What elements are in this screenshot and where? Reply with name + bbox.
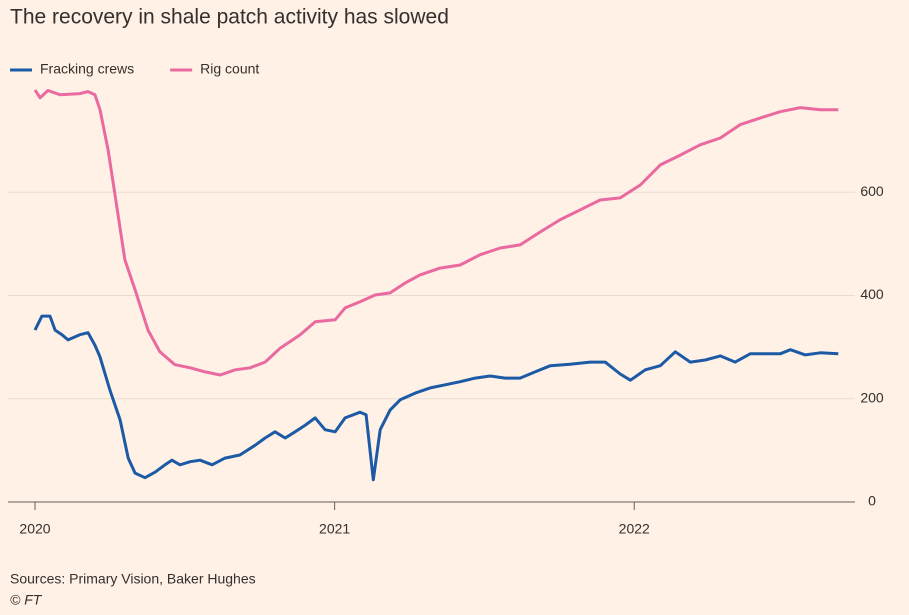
credit: © FT: [10, 592, 43, 608]
y-tick-label: 600: [860, 183, 884, 199]
y-tick-label: 0: [868, 493, 876, 509]
x-tick-label: 2021: [319, 521, 350, 537]
series-line: [33, 314, 839, 482]
y-tick-label: 200: [860, 389, 884, 405]
legend-label: Fracking crews: [40, 61, 134, 77]
y-tick-label: 400: [860, 286, 884, 302]
chart-title: The recovery in shale patch activity has…: [10, 6, 449, 29]
source: Sources: Primary Vision, Baker Hughes: [10, 571, 256, 587]
x-tick-label: 2022: [619, 521, 650, 537]
legend-label: Rig count: [200, 61, 259, 77]
x-tick-label: 2020: [19, 521, 50, 537]
series-line: [33, 89, 839, 377]
